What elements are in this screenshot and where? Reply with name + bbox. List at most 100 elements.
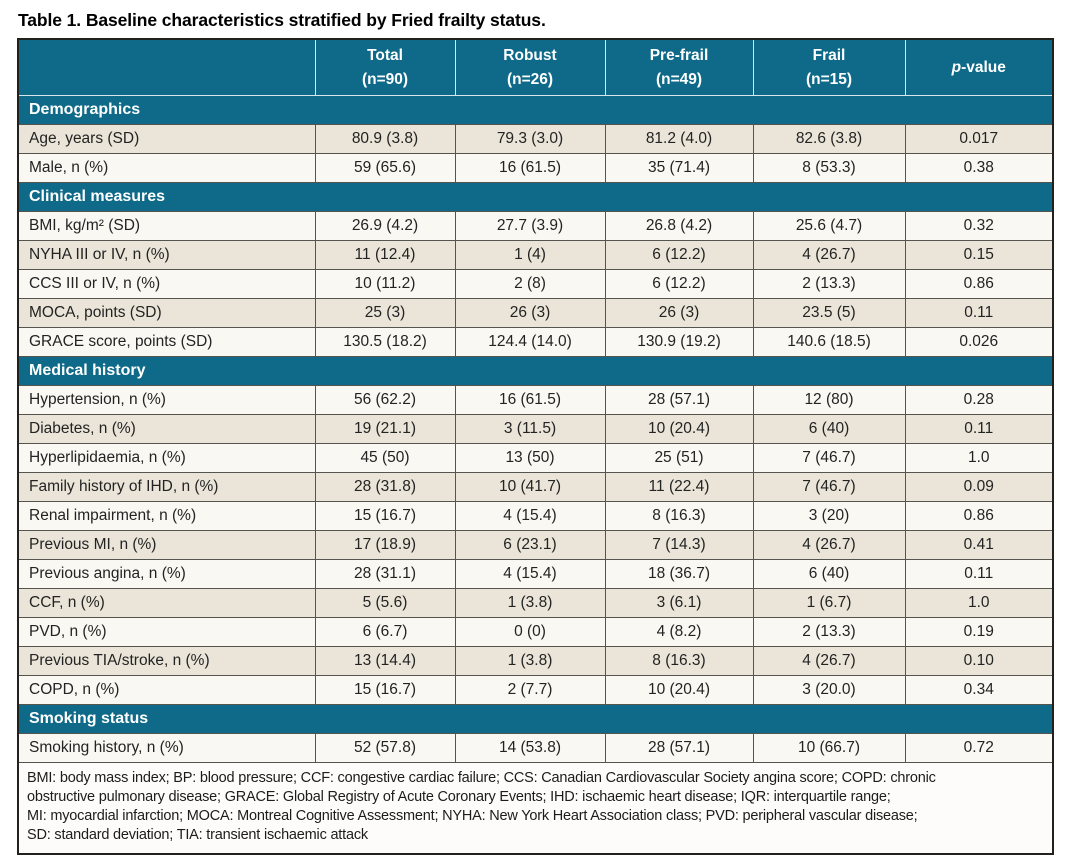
cell-frail: 7 (46.7)	[752, 443, 905, 473]
cell-p-value: 0.41	[904, 530, 1053, 560]
column-header-p-value: p-value	[904, 39, 1053, 96]
footnote-line: MI: myocardial infarction; MOCA: Montrea…	[27, 808, 918, 824]
section-header-label: Smoking status	[18, 704, 1053, 734]
cell-pre-frail: 35 (71.4)	[604, 153, 753, 183]
cell-robust: 4 (15.4)	[454, 501, 605, 531]
table-row: Renal impairment, n (%) 15 (16.7) 4 (15.4)…	[18, 501, 1053, 531]
table-footnote: BMI: body mass index; BP: blood pressure…	[18, 762, 1053, 854]
footnote-line: SD: standard deviation; TIA: transient i…	[27, 827, 368, 843]
cell-total: 15 (16.7)	[314, 675, 455, 705]
cell-p-value: 0.11	[904, 298, 1053, 328]
cell-frail: 3 (20.0)	[752, 675, 905, 705]
cell-total: 10 (11.2)	[314, 269, 455, 299]
table-row: Previous angina, n (%) 28 (31.1) 4 (15.4) 1…	[18, 559, 1053, 589]
section-header-clinical-measures: Clinical measures	[18, 182, 1053, 212]
cell-frail: 7 (46.7)	[752, 472, 905, 502]
table-row: Hyperlipidaemia, n (%) 45 (50) 13 (50) 25 (…	[18, 443, 1053, 473]
row-label: PVD, n (%)	[18, 617, 315, 647]
table-header: Total (n=90) Robust (n=26) Pre-frail (n=49) Fr…	[18, 39, 1053, 96]
cell-pre-frail: 4 (8.2)	[604, 617, 753, 647]
row-label: Male, n (%)	[18, 153, 315, 183]
cell-pre-frail: 6 (12.2)	[604, 269, 753, 299]
cell-p-value: 0.34	[904, 675, 1053, 705]
cell-p-value: 0.38	[904, 153, 1053, 183]
cell-frail: 8 (53.3)	[752, 153, 905, 183]
table-foot: BMI: body mass index; BP: blood pressure…	[18, 762, 1053, 854]
cell-pre-frail: 28 (57.1)	[604, 385, 753, 415]
cell-pre-frail: 6 (12.2)	[604, 240, 753, 270]
table-row: Hypertension, n (%) 56 (62.2) 16 (61.5) 28 …	[18, 385, 1053, 415]
cell-total: 56 (62.2)	[314, 385, 455, 415]
section-header-label: Demographics	[18, 95, 1053, 125]
section-header-smoking-status: Smoking status	[18, 704, 1053, 734]
cell-pre-frail: 7 (14.3)	[604, 530, 753, 560]
row-label: Smoking history, n (%)	[18, 733, 315, 763]
cell-robust: 6 (23.1)	[454, 530, 605, 560]
cell-total: 17 (18.9)	[314, 530, 455, 560]
page-title: Table 1. Baseline characteristics strati…	[18, 10, 546, 30]
cell-total: 52 (57.8)	[314, 733, 455, 763]
cell-pre-frail: 3 (6.1)	[604, 588, 753, 618]
table-row: Male, n (%) 59 (65.6) 16 (61.5) 35 (71.4) 8 …	[18, 153, 1053, 183]
row-label: NYHA III or IV, n (%)	[18, 240, 315, 270]
table-row: CCS III or IV, n (%) 10 (11.2) 2 (8) 6 (12.…	[18, 269, 1053, 299]
cell-robust: 14 (53.8)	[454, 733, 605, 763]
cell-total: 130.5 (18.2)	[314, 327, 455, 357]
column-subtitle: (n=15)	[805, 70, 853, 88]
row-label: Previous TIA/stroke, n (%)	[18, 646, 315, 676]
row-label: Hypertension, n (%)	[18, 385, 315, 415]
table-row: Smoking history, n (%) 52 (57.8) 14 (53.8)…	[18, 733, 1053, 763]
section-header-label: Medical history	[18, 356, 1053, 386]
table-row: COPD, n (%) 15 (16.7) 2 (7.7) 10 (20.4) 3 (2…	[18, 675, 1053, 705]
row-label: CCS III or IV, n (%)	[18, 269, 315, 299]
footnote-line: BMI: body mass index; BP: blood pressure…	[27, 770, 936, 786]
section-header-label: Clinical measures	[18, 182, 1053, 212]
cell-frail: 4 (26.7)	[752, 240, 905, 270]
cell-frail: 25.6 (4.7)	[752, 211, 905, 241]
cell-total: 11 (12.4)	[314, 240, 455, 270]
baseline-characteristics-table: Total (n=90) Robust (n=26) Pre-frail (n=49) Fr…	[17, 38, 1054, 855]
cell-frail: 2 (13.3)	[752, 269, 905, 299]
cell-pre-frail: 10 (20.4)	[604, 414, 753, 444]
cell-frail: 4 (26.7)	[752, 646, 905, 676]
cell-robust: 79.3 (3.0)	[454, 124, 605, 154]
column-header-total: Total (n=90)	[314, 39, 455, 96]
cell-p-value: 0.11	[904, 414, 1053, 444]
cell-total: 13 (14.4)	[314, 646, 455, 676]
cell-pre-frail: 26 (3)	[604, 298, 753, 328]
cell-robust: 26 (3)	[454, 298, 605, 328]
table-row: Previous TIA/stroke, n (%) 13 (14.4) 1 (3.…	[18, 646, 1053, 676]
corner-cell	[18, 39, 315, 96]
column-title: Pre-frail	[649, 47, 709, 65]
cell-p-value: 0.017	[904, 124, 1053, 154]
table-row: NYHA III or IV, n (%) 11 (12.4) 1 (4) 6 (12…	[18, 240, 1053, 270]
row-label: MOCA, points (SD)	[18, 298, 315, 328]
cell-total: 80.9 (3.8)	[314, 124, 455, 154]
column-header-pre-frail: Pre-frail (n=49)	[604, 39, 753, 96]
cell-total: 28 (31.8)	[314, 472, 455, 502]
column-title: Frail	[812, 47, 846, 65]
column-subtitle: (n=90)	[361, 70, 409, 88]
table-row: Diabetes, n (%) 19 (21.1) 3 (11.5) 10 (20.4…	[18, 414, 1053, 444]
cell-p-value: 0.11	[904, 559, 1053, 589]
cell-pre-frail: 10 (20.4)	[604, 675, 753, 705]
cell-pre-frail: 18 (36.7)	[604, 559, 753, 589]
cell-frail: 82.6 (3.8)	[752, 124, 905, 154]
cell-robust: 10 (41.7)	[454, 472, 605, 502]
cell-total: 5 (5.6)	[314, 588, 455, 618]
table-row: GRACE score, points (SD) 130.5 (18.2) 124.…	[18, 327, 1053, 357]
cell-p-value: 1.0	[904, 588, 1053, 618]
cell-robust: 1 (3.8)	[454, 588, 605, 618]
cell-total: 15 (16.7)	[314, 501, 455, 531]
cell-p-value: 1.0	[904, 443, 1053, 473]
table-row: Age, years (SD) 80.9 (3.8) 79.3 (3.0) 81.2 …	[18, 124, 1053, 154]
cell-p-value: 0.32	[904, 211, 1053, 241]
cell-p-value: 0.15	[904, 240, 1053, 270]
cell-total: 28 (31.1)	[314, 559, 455, 589]
cell-robust: 13 (50)	[454, 443, 605, 473]
column-title: Robust	[503, 47, 557, 65]
cell-robust: 16 (61.5)	[454, 153, 605, 183]
cell-robust: 1 (3.8)	[454, 646, 605, 676]
table-row: CCF, n (%) 5 (5.6) 1 (3.8) 3 (6.1) 1 (6.7) 1.…	[18, 588, 1053, 618]
